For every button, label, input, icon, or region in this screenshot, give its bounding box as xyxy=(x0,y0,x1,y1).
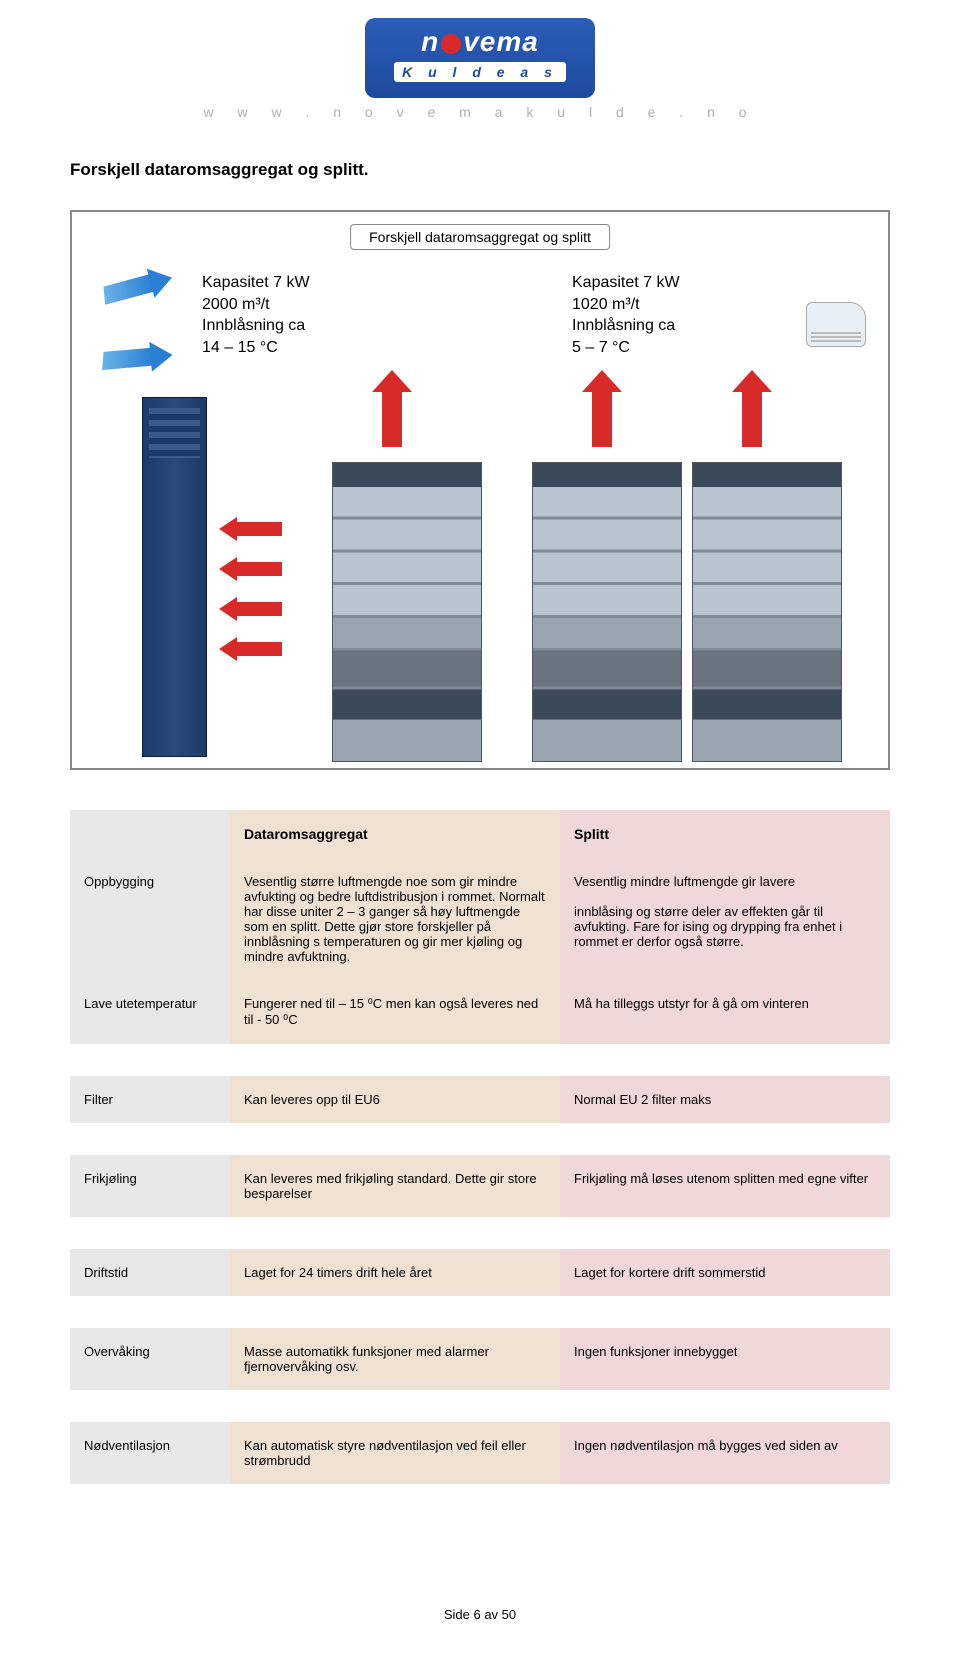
row-cell-splitt: Frikjøling må løses utenom splitten med … xyxy=(560,1155,890,1217)
table-spacer xyxy=(70,1123,890,1155)
server-rack xyxy=(532,462,682,762)
row-label: Driftstid xyxy=(70,1249,230,1296)
comparison-diagram: Forskjell dataromsaggregat og splitt Kap… xyxy=(70,210,890,770)
table-header-aggregat: Dataromsaggregat xyxy=(230,810,560,858)
row-cell-aggregat: Kan leveres med frikjøling standard. Det… xyxy=(230,1155,560,1217)
table-row: FrikjølingKan leveres med frikjøling sta… xyxy=(70,1155,890,1217)
page-header: nvema K u l d e a s w w w . n o v e m a … xyxy=(0,0,960,120)
row-cell-aggregat: Kan automatisk styre nødventilasjon ved … xyxy=(230,1422,560,1484)
row-cell-aggregat: Vesentlig større luftmengde noe som gir … xyxy=(230,858,560,980)
server-rack xyxy=(332,462,482,762)
table-spacer xyxy=(70,1044,890,1076)
table-row: FilterKan leveres opp til EU6Normal EU 2… xyxy=(70,1076,890,1123)
row-label: Oppbygging xyxy=(70,858,230,980)
row-cell-splitt: Laget for kortere drift sommerstid xyxy=(560,1249,890,1296)
table-row: NødventilasjonKan automatisk styre nødve… xyxy=(70,1422,890,1484)
table-row: Lave utetemperaturFungerer ned til – 15 … xyxy=(70,980,890,1044)
spec-splitt: Kapasitet 7 kW 1020 m³/t Innblåsning ca … xyxy=(572,272,680,358)
row-label: Frikjøling xyxy=(70,1155,230,1217)
row-cell-splitt: Må ha tilleggs utstyr for å gå om vinter… xyxy=(560,980,890,1044)
table-header-splitt: Splitt xyxy=(560,810,890,858)
table-row: OppbyggingVesentlig større luftmengde no… xyxy=(70,858,890,980)
spec-aggregat: Kapasitet 7 kW 2000 m³/t Innblåsning ca … xyxy=(202,272,310,358)
diagram-title: Forskjell dataromsaggregat og splitt xyxy=(350,224,610,250)
split-unit xyxy=(806,302,866,347)
logo-sub-text: K u l d e a s xyxy=(394,62,566,82)
row-label: Nødventilasjon xyxy=(70,1422,230,1484)
row-label: Lave utetemperatur xyxy=(70,980,230,1044)
row-cell-aggregat: Laget for 24 timers drift hele året xyxy=(230,1249,560,1296)
row-cell-splitt: Vesentlig mindre luftmengde gir lavere i… xyxy=(560,858,890,980)
row-cell-splitt: Ingen nødventilasjon må bygges ved siden… xyxy=(560,1422,890,1484)
row-cell-splitt: Normal EU 2 filter maks xyxy=(560,1076,890,1123)
page-footer: Side 6 av 50 xyxy=(0,1607,960,1622)
table-row: DriftstidLaget for 24 timers drift hele … xyxy=(70,1249,890,1296)
table-row: OvervåkingMasse automatikk funksjoner me… xyxy=(70,1328,890,1390)
table-spacer xyxy=(70,1217,890,1249)
row-label: Filter xyxy=(70,1076,230,1123)
brand-logo: nvema K u l d e a s xyxy=(365,18,595,98)
logo-main-text: nvema xyxy=(365,26,595,58)
sun-icon xyxy=(441,34,461,54)
aggregat-unit xyxy=(142,397,207,757)
server-rack xyxy=(692,462,842,762)
row-cell-aggregat: Masse automatikk funksjoner med alarmer … xyxy=(230,1328,560,1390)
table-header-empty xyxy=(70,810,230,858)
row-label: Overvåking xyxy=(70,1328,230,1390)
site-url: w w w . n o v e m a k u l d e . n o xyxy=(0,104,960,120)
page-title: Forskjell dataromsaggregat og splitt. xyxy=(70,160,960,180)
row-cell-splitt: Ingen funksjoner innebygget xyxy=(560,1328,890,1390)
row-cell-aggregat: Kan leveres opp til EU6 xyxy=(230,1076,560,1123)
table-spacer xyxy=(70,1390,890,1422)
table-spacer xyxy=(70,1296,890,1328)
comparison-table: DataromsaggregatSplittOppbyggingVesentli… xyxy=(70,810,890,1484)
row-cell-aggregat: Fungerer ned til – 15 ⁰C men kan også le… xyxy=(230,980,560,1044)
